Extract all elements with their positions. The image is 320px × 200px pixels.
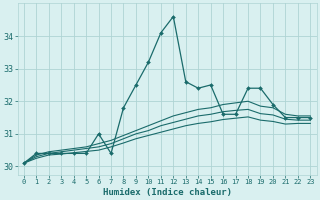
X-axis label: Humidex (Indice chaleur): Humidex (Indice chaleur) bbox=[103, 188, 232, 197]
